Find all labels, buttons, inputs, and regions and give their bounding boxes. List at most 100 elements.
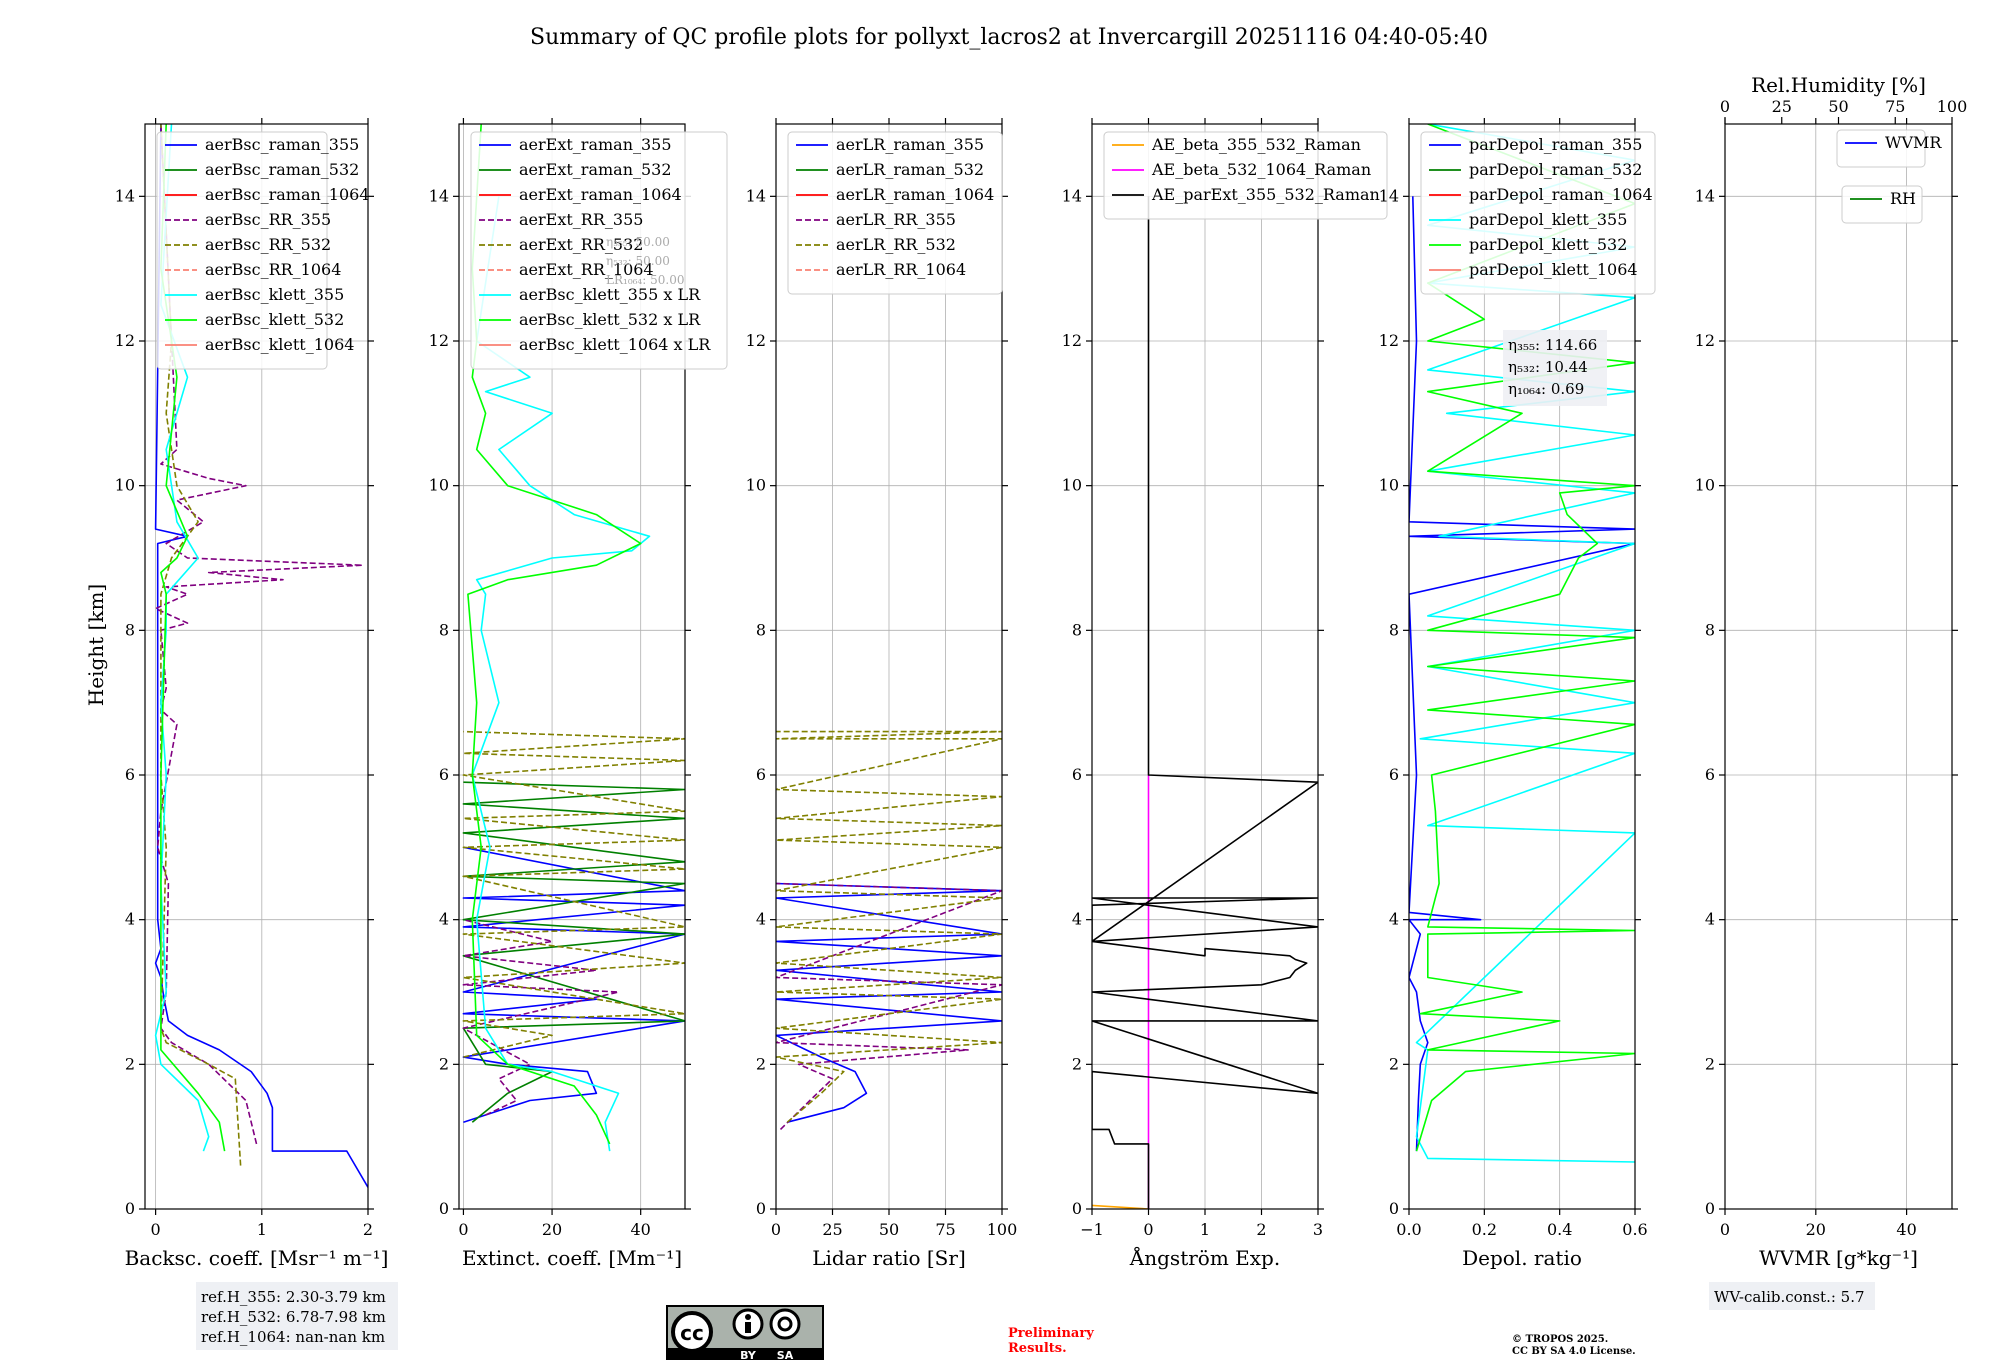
- bsc-ytick-label: 2: [125, 1054, 135, 1073]
- ext-axes-frame: [458, 123, 686, 1210]
- bsc-ytick-label: 14: [115, 186, 135, 205]
- bsc-legend-label: aerBsc_RR_355: [205, 210, 331, 229]
- bsc-ytick-label: 4: [125, 910, 135, 929]
- bsc-legend-label: aerBsc_RR_1064: [205, 260, 341, 279]
- series-AE_parExt_355_532_Raman: [1092, 196, 1318, 1209]
- copyright-line-2: CC BY SA 4.0 License.: [1512, 1346, 1636, 1357]
- lr-ytick-label: 4: [756, 910, 766, 929]
- lr-ytick-label: 12: [746, 331, 766, 350]
- dep-legend-label: parDepol_raman_532: [1469, 160, 1642, 179]
- wv-xtick-label: 20: [1806, 1220, 1826, 1239]
- ae-ytick-label: 12: [1062, 331, 1082, 350]
- ae-ytick-label: 6: [1072, 765, 1082, 784]
- ae-xtick-label: 0: [1143, 1220, 1153, 1239]
- sa-label: SA: [777, 1349, 794, 1360]
- ext-legend-label: aerExt_raman_1064: [519, 185, 682, 204]
- wv-calib-box: [1709, 1282, 1875, 1310]
- ext-ytick-label: 6: [439, 765, 449, 784]
- series-parDepol_klett_532: [1415, 124, 1635, 1152]
- ext-legend-label: aerExt_RR_532: [519, 235, 643, 254]
- ext-lr-overlay-text: η₅₃₂: 50.00: [606, 254, 670, 268]
- bsc-legend-label: aerBsc_klett_1064: [205, 335, 354, 354]
- lr-legend-label: aerLR_raman_1064: [836, 185, 994, 204]
- wv-xtick-label: 40: [1896, 1220, 1916, 1239]
- lr-ytick-label: 8: [756, 620, 766, 639]
- bsc-xtick-label: 1: [257, 1220, 267, 1239]
- wv-top-tick-label: 75: [1885, 97, 1905, 116]
- ext-legend-label: aerExt_raman_355: [519, 135, 672, 154]
- dep-axes-frame: [1408, 123, 1636, 1210]
- ext-xtick-label: 40: [631, 1220, 651, 1239]
- series-parDepol_raman_355: [1409, 196, 1635, 1152]
- ae-ytick-label: 8: [1072, 620, 1082, 639]
- depol-eta-box: [1503, 330, 1607, 406]
- dep-legend-label: parDepol_klett_355: [1469, 210, 1627, 229]
- ext-x-axis-label: Extinct. coeff. [Mm⁻¹]: [462, 1246, 682, 1270]
- ext-ytick-label: 12: [429, 331, 449, 350]
- ext-lr-overlay-text: η₃₅₅: 50.00: [606, 235, 670, 249]
- bsc-xtick-label: 2: [363, 1220, 373, 1239]
- dep-legend-label: parDepol_raman_1064: [1469, 185, 1653, 204]
- cc-license-badge: cc BY SA: [666, 1305, 824, 1360]
- lr-series-group: [776, 730, 1002, 1130]
- series-aerBsc_klett_532: [160, 124, 226, 1152]
- ext-lr-overlay-text: LR₁₀₆₄: 50.00: [606, 273, 684, 287]
- lr-xtick-label: 0: [771, 1220, 781, 1239]
- bsc-ytick-label: 8: [125, 620, 135, 639]
- figure-title: Summary of QC profile plots for pollyxt_…: [530, 25, 1488, 50]
- ext-ytick-label: 8: [439, 620, 449, 639]
- wv-x-axis-label: WVMR [g*kg⁻¹]: [1759, 1246, 1918, 1270]
- lr-legend-label: aerLR_RR_355: [836, 210, 956, 229]
- wv-calib-text: WV-calib.const.: 5.7: [1714, 1288, 1865, 1306]
- wv-ytick-label: 4: [1705, 910, 1715, 929]
- preliminary-line-2: Results.: [1008, 1341, 1067, 1356]
- share-alike-icon: [769, 1308, 801, 1340]
- preliminary-line-1: Preliminary: [1008, 1326, 1094, 1341]
- panel-ext: 0 2 4 6 8 10 12 14 0 20 40 Extinct. coeff. [Mm⁻¹] ae…: [429, 118, 728, 1270]
- lr-legend-label: aerLR_RR_532: [836, 235, 956, 254]
- ae-ytick-label: 4: [1072, 910, 1082, 929]
- ext-legend-label: aerBsc_klett_1064 x LR: [519, 335, 711, 354]
- wv-legend-frame: [1836, 129, 1926, 168]
- ref-height-box: [196, 1282, 398, 1350]
- lr-legend-label: aerLR_raman_355: [836, 135, 984, 154]
- dep-legend-label: parDepol_raman_355: [1469, 135, 1642, 154]
- panel-wv: 0 2 4 6 8 10 12 14 0 20 40 WVMR [g*kg⁻¹] 0 25 50 75 100 R…: [1695, 73, 1968, 1270]
- bsc-xtick-label: 0: [151, 1220, 161, 1239]
- ext-series-group: [462, 124, 685, 1152]
- ae-ytick-label: 2: [1072, 1054, 1082, 1073]
- bsc-legend-label: aerBsc_klett_355: [205, 285, 344, 304]
- ext-legend-label: aerBsc_klett_532 x LR: [519, 310, 701, 329]
- y-axis-label: Height [km]: [84, 584, 108, 706]
- dep-legend-label: parDepol_klett_532: [1469, 235, 1627, 254]
- lr-ytick-label: 6: [756, 765, 766, 784]
- bsc-x-axis-label: Backsc. coeff. [Msr⁻¹ m⁻¹]: [125, 1246, 389, 1270]
- lr-ytick-label: 14: [746, 186, 766, 205]
- ext-xtick-label: 20: [542, 1220, 562, 1239]
- ext-ytick-label: 0: [439, 1199, 449, 1218]
- ref-height-355: ref.H_355: 2.30-3.79 km: [201, 1288, 386, 1306]
- ext-xtick-label: 0: [458, 1220, 468, 1239]
- wv-top-tick-label: 0: [1720, 97, 1730, 116]
- ae-ytick-label: 14: [1062, 186, 1082, 205]
- bsc-ytick-label: 6: [125, 765, 135, 784]
- wv-rh-legend-label: RH: [1890, 189, 1916, 208]
- ref-height-1064: ref.H_1064: nan-nan km: [201, 1328, 385, 1346]
- ext-ytick-label: 2: [439, 1054, 449, 1073]
- ae-x-axis-label: Ångström Exp.: [1129, 1245, 1280, 1270]
- wv-top-axis-label: Rel.Humidity [%]: [1751, 73, 1926, 97]
- ae-legend-label: AE_beta_532_1064_Raman: [1151, 160, 1371, 179]
- depol-eta-text: η₃₅₅: 114.66: [1508, 336, 1597, 354]
- dep-xtick-label: 0.0: [1396, 1220, 1421, 1239]
- bsc-legend-label: aerBsc_raman_532: [205, 160, 359, 179]
- series-aerExt_RR_355: [462, 918, 620, 1116]
- dep-x-axis-label: Depol. ratio: [1462, 1246, 1582, 1270]
- wv-ytick-label: 10: [1695, 476, 1715, 495]
- by-label: BY: [740, 1349, 757, 1360]
- dep-xtick-label: 0.4: [1547, 1220, 1572, 1239]
- wv-ytick-label: 12: [1695, 331, 1715, 350]
